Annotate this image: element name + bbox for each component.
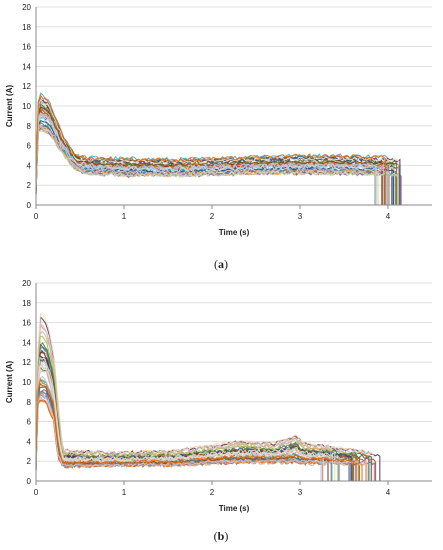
gridlines [36, 282, 432, 462]
series-line [35, 392, 368, 481]
y-axis-label: Current (A) [5, 85, 14, 128]
y-tick-label: 6 [27, 142, 32, 151]
y-tick-label: 8 [27, 398, 32, 407]
y-tick-label: 16 [22, 43, 31, 52]
panel-caption: (a) [214, 257, 228, 271]
y-tick-label: 20 [22, 279, 31, 288]
y-tick-label: 2 [27, 457, 32, 466]
x-tick-label: 2 [210, 488, 215, 497]
y-tick-label: 4 [27, 161, 32, 170]
traces [35, 92, 402, 205]
y-tick-label: 16 [22, 319, 31, 328]
x-tick-label: 3 [298, 488, 303, 497]
series-line [35, 124, 389, 205]
series-line [35, 98, 399, 205]
series-line [35, 125, 399, 205]
x-tick-label: 3 [298, 212, 303, 221]
x-tick-label: 1 [122, 488, 127, 497]
series-line [35, 103, 397, 205]
series-line [35, 377, 359, 481]
y-tick-label: 8 [27, 122, 32, 131]
series-line [35, 330, 332, 481]
y-tick-label: 18 [22, 299, 31, 308]
y-tick-label: 12 [22, 82, 31, 91]
y-tick-label: 20 [22, 3, 31, 12]
y-tick-label: 0 [27, 201, 32, 210]
y-tick-label: 10 [22, 102, 31, 111]
y-axis-label: Current (A) [5, 361, 14, 404]
x-tick-label: 0 [34, 212, 39, 221]
series-line [35, 94, 387, 205]
x-tick-label: 0 [34, 488, 39, 497]
x-axis-label: Time (s) [219, 228, 250, 237]
y-tick-label: 18 [22, 23, 31, 32]
series-line [35, 115, 377, 205]
series-line [35, 96, 376, 205]
series-line [35, 99, 401, 205]
series-line [35, 106, 393, 205]
y-tick-label: 4 [27, 437, 32, 446]
series-line [35, 312, 374, 481]
y-tick-label: 14 [22, 338, 31, 347]
series-line [35, 98, 376, 205]
y-tick-label: 0 [27, 477, 32, 486]
x-tick-label: 2 [210, 212, 215, 221]
x-tick-label: 1 [122, 212, 127, 221]
series-line [35, 112, 376, 205]
series-line [35, 99, 376, 205]
series-line [35, 362, 324, 481]
y-tick-label: 10 [22, 378, 31, 387]
panel-caption: (b) [214, 529, 229, 543]
y-tick-label: 12 [22, 358, 31, 367]
x-tick-label: 4 [386, 488, 391, 497]
y-tick-label: 14 [22, 62, 31, 71]
series-line [35, 92, 388, 205]
x-axis-label: Time (s) [219, 504, 250, 513]
traces [35, 312, 381, 481]
series-line [35, 396, 376, 481]
series-line [35, 393, 351, 481]
y-tick-label: 2 [27, 181, 32, 190]
series-line [35, 400, 363, 481]
series-line [35, 396, 367, 481]
y-tick-label: 6 [27, 418, 32, 427]
x-tick-label: 4 [386, 212, 391, 221]
